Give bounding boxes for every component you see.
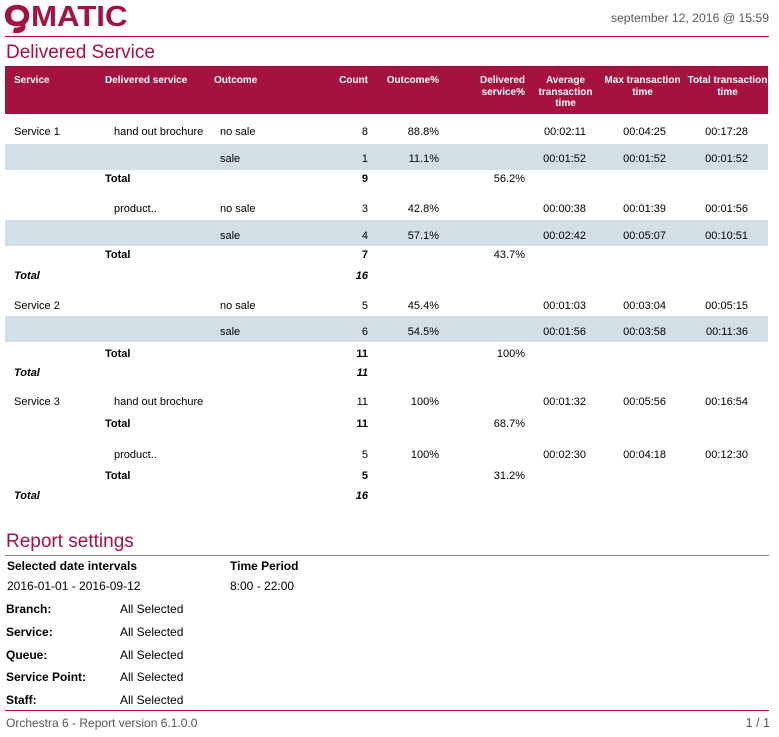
svg-text:MATIC: MATIC <box>31 1 128 33</box>
